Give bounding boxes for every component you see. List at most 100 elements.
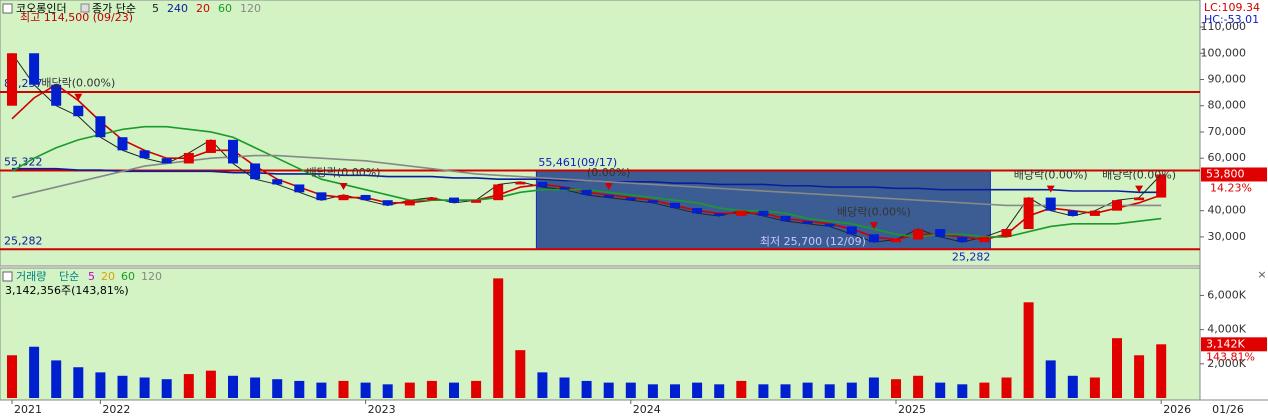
legend-entry: 60 [121, 270, 135, 283]
volume-bar [868, 377, 879, 398]
candle [7, 53, 17, 106]
candle [913, 229, 924, 240]
change-label: 14.23% [1210, 181, 1252, 194]
legend-entry: 120 [240, 2, 261, 15]
close-button[interactable]: × [1257, 268, 1266, 281]
dividend-label: (0.00%) [587, 166, 631, 179]
volume-bar [559, 377, 570, 398]
candle [404, 200, 415, 206]
candle [471, 200, 482, 203]
volume-ratio: 143.81% [1206, 350, 1255, 363]
volume-bar [1001, 377, 1012, 398]
candle [117, 137, 128, 151]
candle [868, 234, 879, 243]
candle [51, 84, 62, 106]
volume-bar [161, 379, 172, 398]
volume-bar [625, 382, 636, 398]
y-tick-label: 60,000 [1208, 151, 1247, 164]
candle [625, 197, 636, 201]
volume-bar [913, 375, 924, 398]
legend-entry: 5 [152, 2, 159, 15]
price-subtitle: 종가 단순 [92, 2, 136, 15]
candle [1067, 210, 1078, 216]
high-annotation: 최고 114,500 (09/23) [20, 11, 133, 24]
volume-bar [316, 382, 327, 398]
volume-bar [515, 350, 526, 398]
candle [183, 152, 194, 164]
volume-bar [846, 382, 857, 398]
volume-bar [404, 382, 415, 398]
volume-bar [272, 379, 283, 398]
volume-title: 거래량 [16, 270, 46, 283]
candle [1023, 197, 1034, 230]
volume-bar [1156, 344, 1167, 398]
dividend-arrow [869, 222, 878, 230]
panel-icon[interactable] [2, 3, 13, 14]
current-price-box [1201, 167, 1267, 182]
y-tick-label: 90,000 [1208, 73, 1247, 86]
lc-label: LC:109.34 [1204, 1, 1260, 14]
volume-bar [935, 382, 946, 398]
volume-summary: 3,142,356주(143,81%) [5, 284, 129, 297]
volume-bar [802, 382, 813, 398]
x-tick-label: 2026 [1163, 403, 1191, 416]
volume-bar [382, 384, 393, 398]
y-tick-label: 100,000 [1201, 46, 1247, 59]
candle [294, 184, 305, 193]
volume-bar [51, 360, 62, 398]
volume-bar [95, 372, 106, 398]
legend-entry: 20 [101, 270, 115, 283]
y-tick-label: 30,000 [1208, 230, 1247, 243]
panel-icon[interactable] [2, 271, 13, 282]
x-tick-label: 2023 [368, 403, 396, 416]
y-tick-label: 2,000K [1207, 357, 1246, 370]
price-title: 코오롱인더 [16, 2, 67, 15]
volume-bar [183, 374, 194, 398]
candle [316, 192, 327, 201]
legend-icon [80, 3, 90, 13]
legend-entry: 60 [218, 2, 232, 15]
volume-bar [1112, 338, 1122, 398]
moving-average [11, 52, 1162, 243]
volume-bar [603, 382, 614, 398]
candle [515, 181, 526, 185]
y-tick-label: 4,000K [1207, 323, 1246, 336]
candle [1134, 197, 1145, 201]
candle [559, 187, 570, 190]
volume-bar [714, 384, 725, 398]
volume-bar [493, 278, 504, 398]
y-tick-label: 70,000 [1208, 125, 1247, 138]
volume-bar [117, 375, 128, 398]
candle [29, 53, 40, 85]
candle [1001, 229, 1012, 237]
candle [360, 194, 371, 201]
candle [272, 179, 283, 185]
y-tick-label: 110,000 [1201, 20, 1247, 33]
x-tick-label: 2024 [633, 403, 661, 416]
volume-panel [0, 267, 1201, 401]
volume-bar [1045, 360, 1056, 398]
candle [73, 105, 84, 117]
volume-bar [29, 346, 40, 398]
volume-bar [581, 380, 592, 398]
current-volume: 3,142K [1206, 337, 1245, 350]
box-high-label: 55,461(09/17) [538, 156, 617, 169]
candle [1112, 200, 1122, 211]
volume-bar [294, 380, 305, 398]
candle [382, 200, 393, 206]
volume-bar [692, 382, 703, 398]
candle [1089, 210, 1100, 216]
volume-bar [426, 380, 437, 398]
moving-average [11, 125, 1162, 238]
support-label: 25,282 [4, 234, 43, 247]
volume-bar [979, 382, 990, 398]
candle [824, 223, 835, 227]
legend-entry: 240 [167, 2, 188, 15]
dividend-label: 배당락(0.00%) [1102, 169, 1176, 182]
y-tick-label: 40,000 [1208, 204, 1247, 217]
low-annotation: 최저 25,700 (12/09) [760, 235, 866, 248]
x-tick-label: 2025 [898, 403, 926, 416]
candle [802, 221, 813, 224]
